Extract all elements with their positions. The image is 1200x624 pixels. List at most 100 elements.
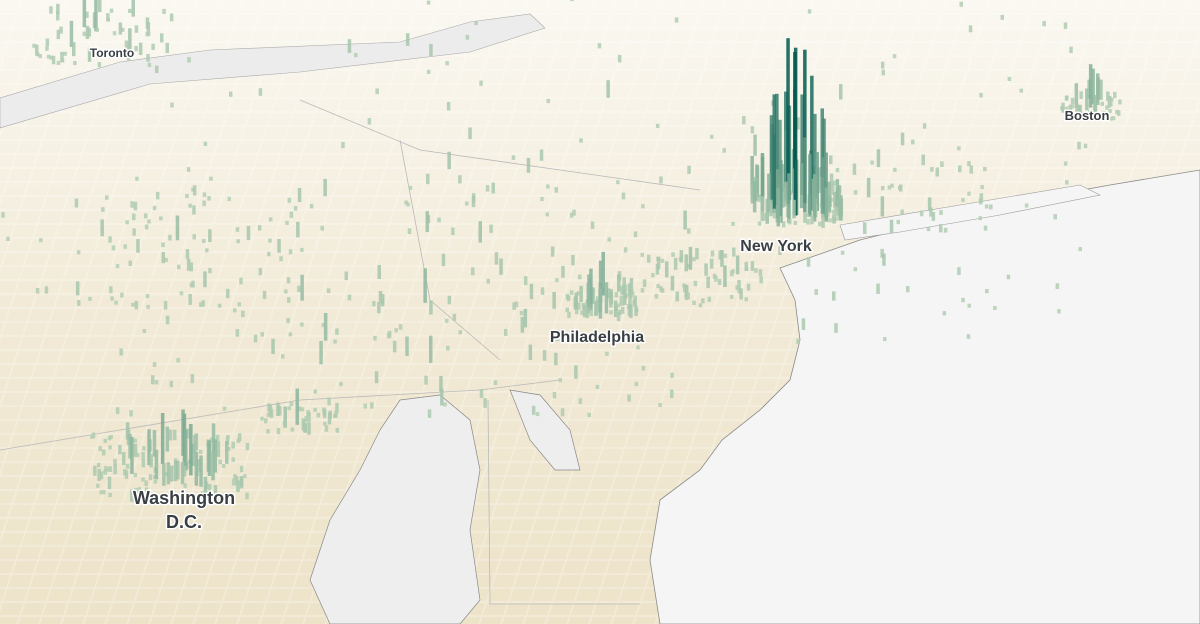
spike — [219, 494, 224, 498]
spike — [576, 291, 581, 296]
spike — [128, 260, 132, 266]
spike — [264, 418, 268, 424]
spike — [226, 288, 230, 299]
spike — [623, 247, 628, 253]
spike — [103, 438, 107, 443]
spike — [769, 115, 774, 209]
spike — [134, 300, 139, 310]
spike — [881, 69, 885, 76]
spike — [135, 452, 140, 458]
spike — [159, 216, 163, 221]
spike — [580, 310, 584, 316]
spike — [935, 167, 939, 177]
spike — [141, 477, 145, 482]
spike — [567, 311, 571, 318]
spike — [94, 0, 98, 32]
spike — [757, 221, 762, 226]
spike — [483, 398, 487, 408]
spike — [35, 52, 40, 57]
spike — [186, 167, 191, 172]
spike — [88, 296, 92, 301]
spike — [298, 406, 302, 412]
spike — [578, 398, 583, 404]
spike — [529, 283, 534, 300]
spike — [268, 217, 273, 222]
spike — [642, 279, 647, 288]
spike — [38, 54, 42, 59]
spike — [586, 282, 590, 314]
spike — [279, 256, 283, 262]
spike — [427, 409, 432, 418]
spike — [656, 256, 661, 270]
spike — [155, 191, 160, 200]
spike — [447, 151, 451, 170]
spike — [295, 388, 299, 425]
spike — [152, 430, 157, 457]
spike — [1096, 73, 1100, 105]
spike — [227, 196, 231, 201]
spike — [246, 225, 251, 241]
spike — [208, 267, 212, 274]
spike — [737, 289, 741, 294]
spike — [155, 65, 159, 73]
spike — [968, 25, 973, 33]
spike — [77, 300, 81, 306]
spike — [132, 213, 136, 221]
spike — [176, 358, 180, 363]
spike — [134, 25, 139, 33]
spike — [617, 274, 621, 292]
spike — [876, 283, 880, 294]
spike — [821, 214, 825, 219]
spike — [983, 225, 988, 231]
spike — [485, 185, 490, 192]
spike — [323, 178, 327, 197]
spike — [911, 139, 915, 145]
spike — [339, 382, 343, 387]
spike — [558, 378, 562, 383]
city-label: Boston — [1065, 108, 1110, 123]
spike — [782, 221, 786, 228]
spike — [236, 486, 240, 493]
spike — [1108, 95, 1112, 106]
spike — [108, 466, 113, 472]
spike — [168, 234, 172, 241]
spike — [598, 260, 603, 303]
spike — [124, 470, 129, 479]
spike — [978, 216, 982, 221]
spike — [130, 201, 134, 208]
spike — [827, 181, 832, 213]
spike — [640, 288, 645, 293]
spike — [1068, 104, 1073, 112]
spike — [695, 248, 699, 260]
spike — [693, 280, 698, 286]
spike — [225, 441, 229, 464]
spike — [806, 218, 810, 225]
spike — [465, 201, 469, 206]
spike — [307, 422, 311, 435]
spike — [750, 261, 755, 271]
spike — [426, 69, 431, 74]
spike — [125, 220, 129, 225]
spike — [679, 250, 684, 263]
spike — [940, 161, 944, 167]
spike — [154, 449, 159, 480]
spike — [528, 344, 533, 360]
spike — [539, 149, 544, 161]
spike — [621, 192, 626, 200]
spike — [598, 288, 603, 319]
spike — [49, 6, 53, 14]
spike — [72, 42, 76, 57]
spike — [655, 263, 660, 275]
spike — [776, 187, 780, 227]
spike — [824, 187, 829, 222]
spike — [684, 254, 688, 272]
spike — [130, 489, 134, 502]
spike — [202, 192, 207, 197]
spike — [552, 391, 557, 399]
spike — [660, 288, 665, 293]
spike — [398, 324, 403, 330]
spike — [710, 134, 714, 139]
spike — [478, 221, 482, 243]
spike — [141, 459, 146, 468]
